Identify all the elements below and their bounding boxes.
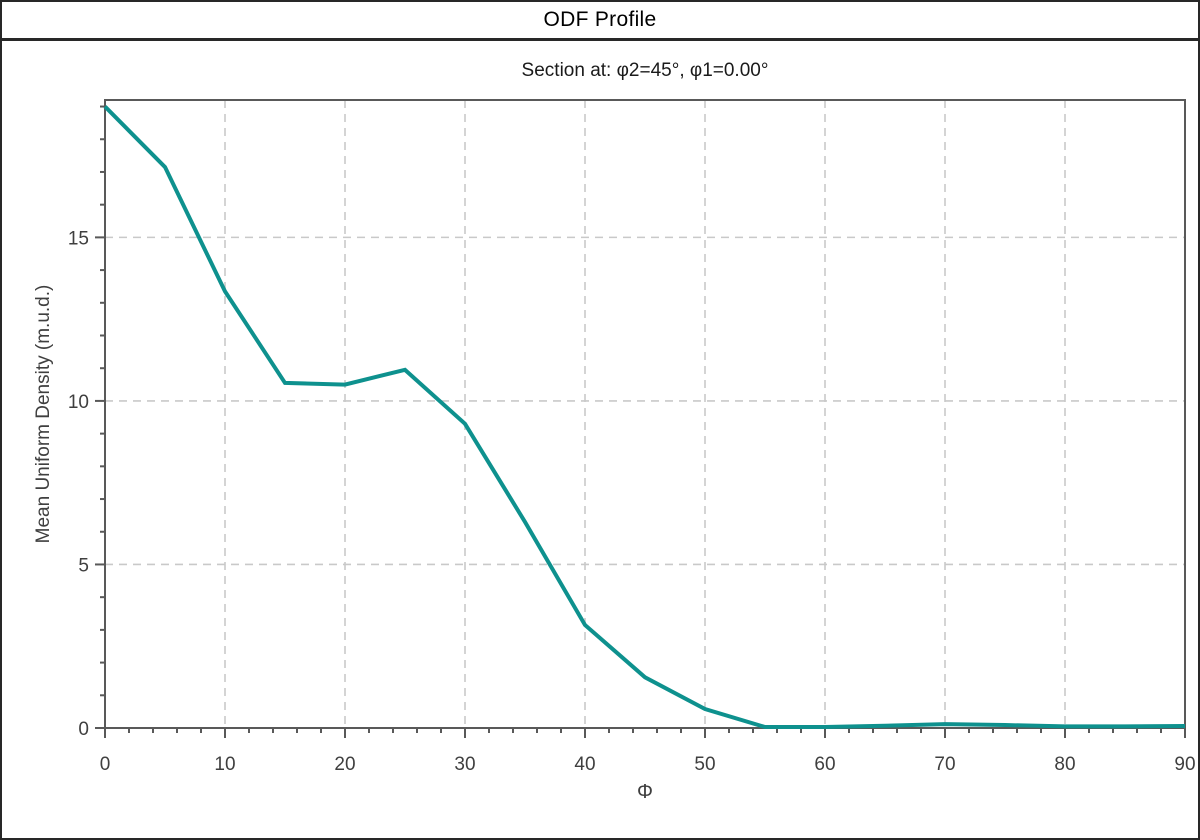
y-axis-label: Mean Uniform Density (m.u.d.) <box>33 284 54 544</box>
y-tick-label: 0 <box>78 719 89 740</box>
window-titlebar: ODF Profile <box>2 2 1198 41</box>
window-title: ODF Profile <box>543 8 657 31</box>
y-tick-label: 15 <box>68 228 89 249</box>
x-tick-label: 80 <box>1054 754 1075 775</box>
x-axis-label: Φ <box>637 781 653 803</box>
y-tick-label: 5 <box>78 555 89 576</box>
x-tick-label: 30 <box>454 754 475 775</box>
x-tick-label: 40 <box>574 754 595 775</box>
chart-area: 0 10 20 30 40 50 60 70 80 90 0 5 10 15 Section at: φ2… <box>2 41 1198 838</box>
x-tick-label: 20 <box>334 754 355 775</box>
odf-profile-line <box>103 105 1186 730</box>
plot-border <box>104 99 1186 729</box>
x-tick-label: 60 <box>814 754 835 775</box>
x-tick-label: 90 <box>1174 754 1195 775</box>
x-tick-label: 0 <box>100 754 111 775</box>
odf-profile-chart: 0 10 20 30 40 50 60 70 80 90 0 5 10 15 <box>68 99 1196 775</box>
chart-section-title: Section at: φ2=45°, φ1=0.00° <box>521 60 769 81</box>
x-tick-label: 50 <box>694 754 715 775</box>
y-tick-label: 10 <box>68 392 89 413</box>
x-tick-label: 70 <box>934 754 955 775</box>
x-tick-label: 10 <box>214 754 235 775</box>
